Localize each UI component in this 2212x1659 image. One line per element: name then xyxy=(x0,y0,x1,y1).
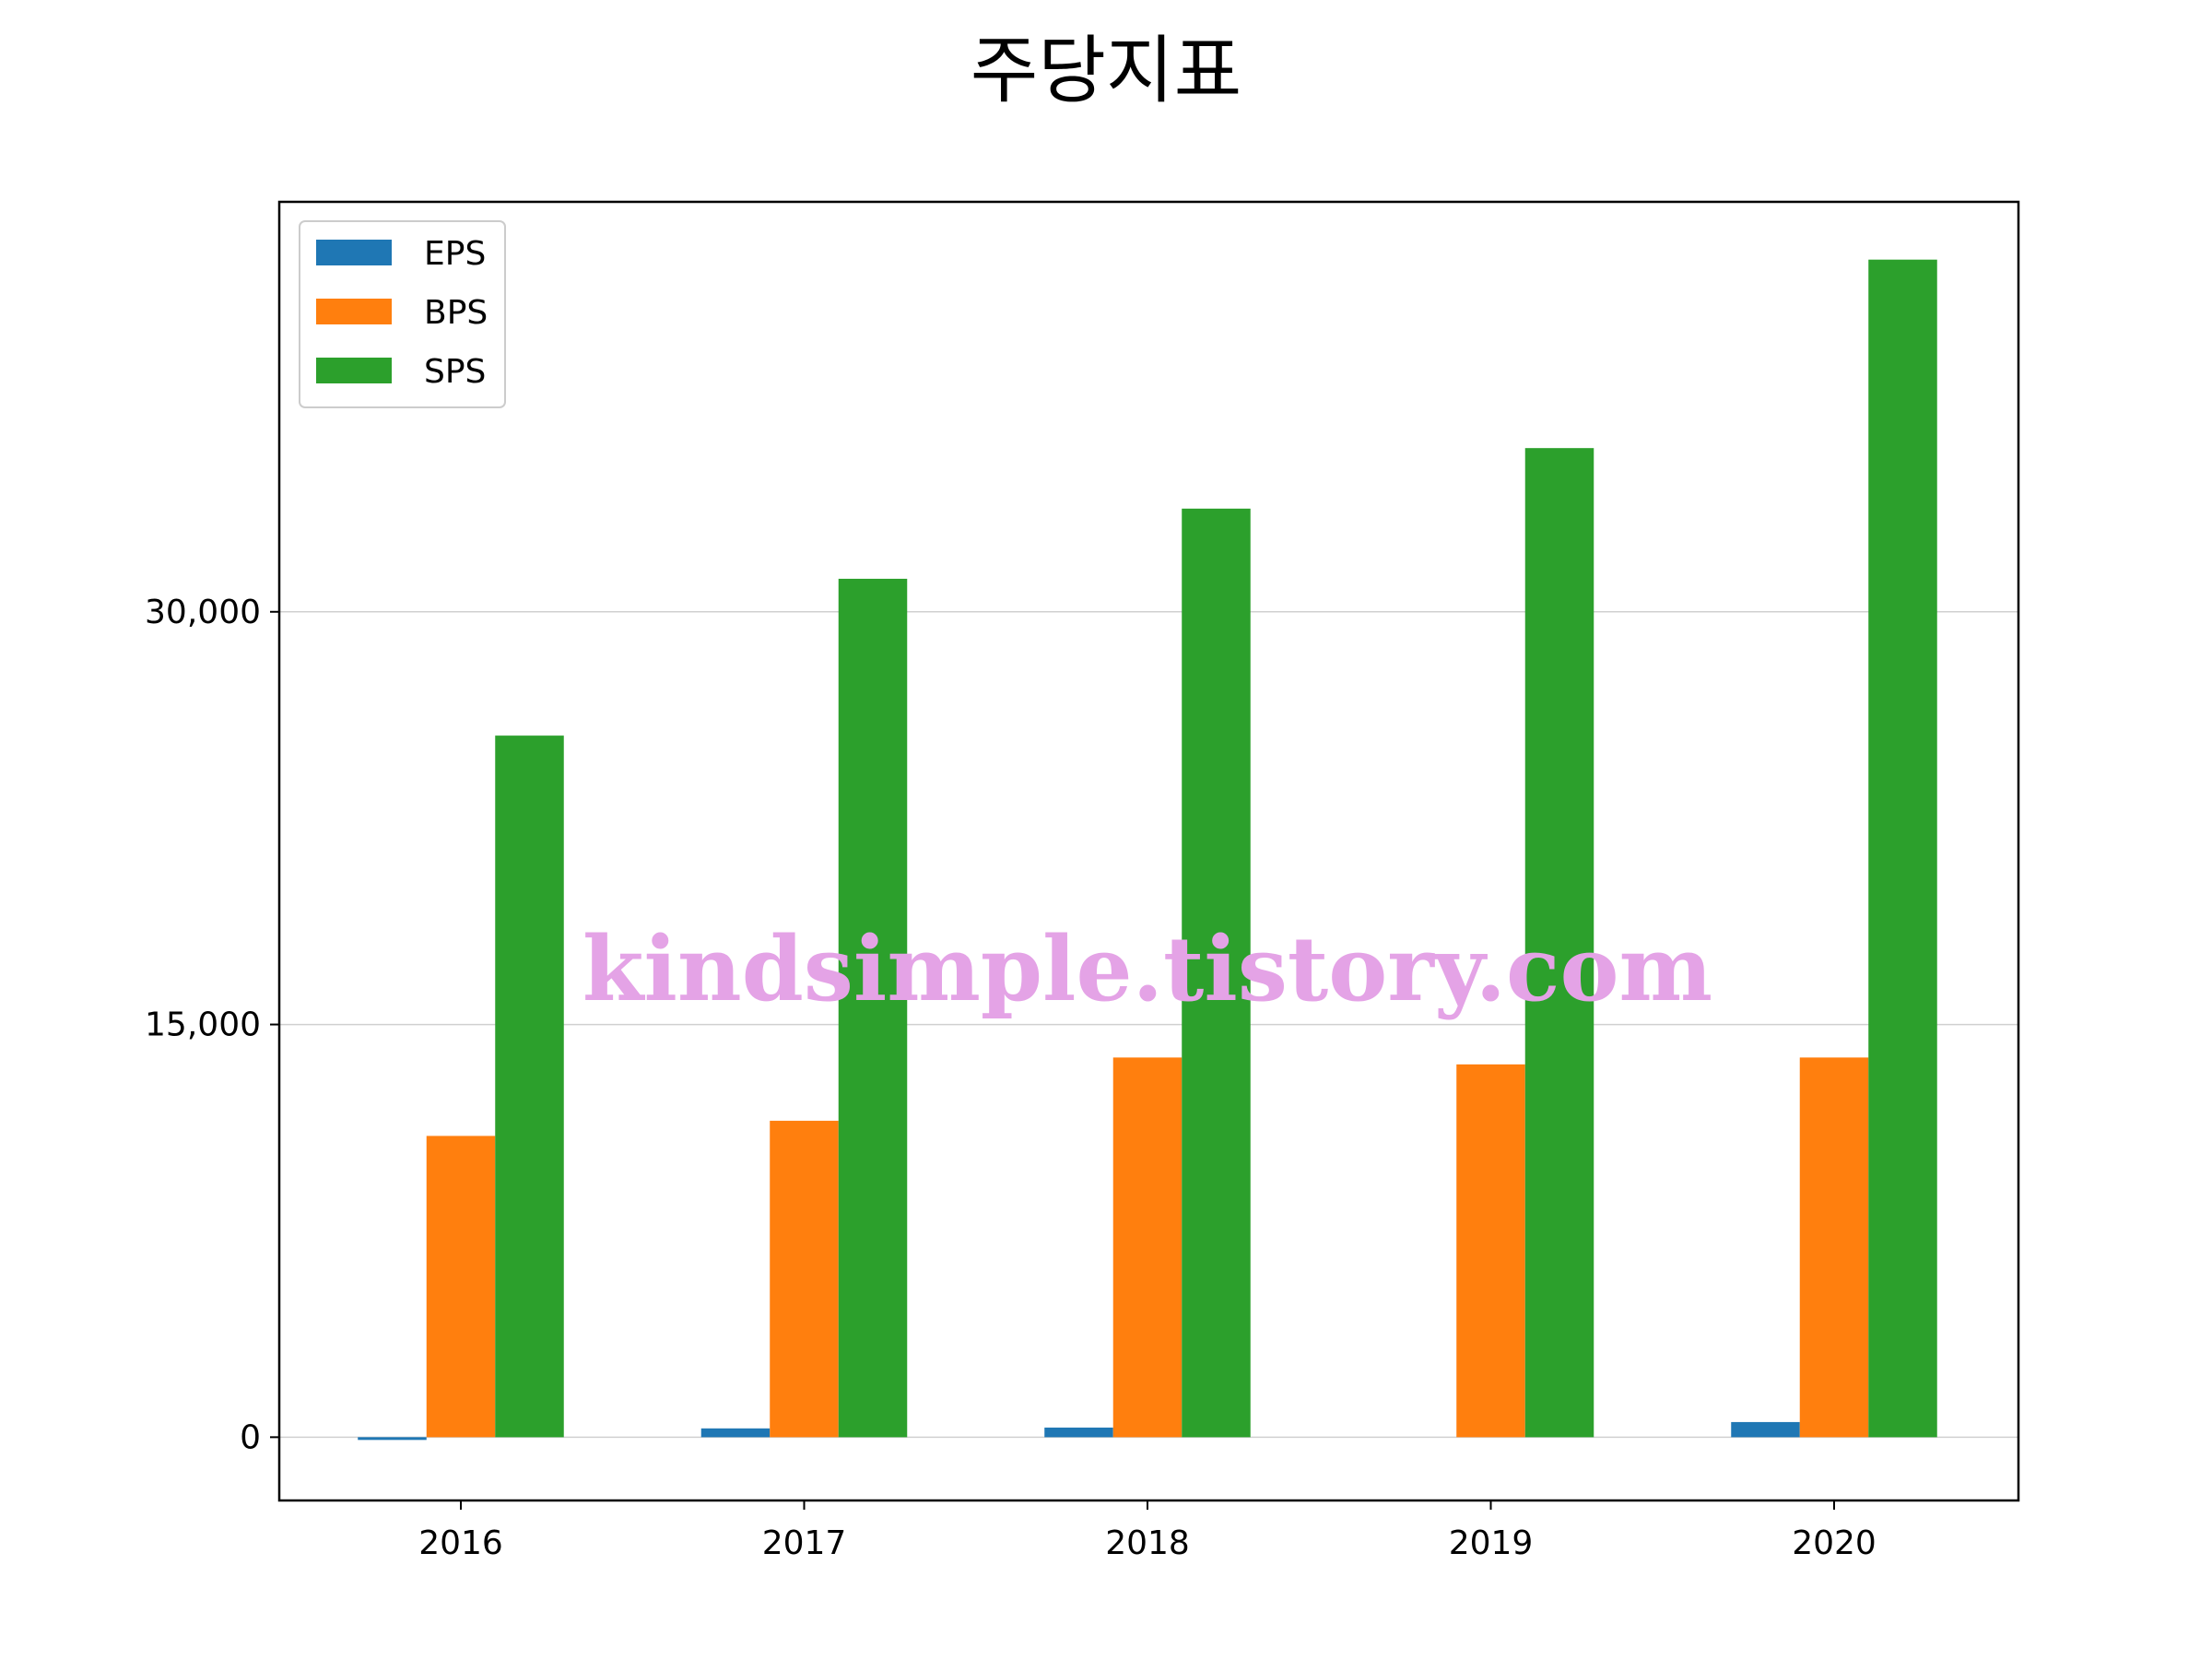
bar-bps-2019 xyxy=(1456,1064,1525,1438)
y-tick-label: 0 xyxy=(240,1418,261,1456)
x-axis: 2016 2017 2018 2019 2020 xyxy=(418,1500,1877,1562)
legend-swatch-sps xyxy=(316,358,392,383)
bar-bps-2016 xyxy=(426,1135,496,1438)
bar-eps-2018 xyxy=(1044,1427,1113,1438)
legend-label-eps: EPS xyxy=(424,235,486,273)
legend-label-bps: BPS xyxy=(424,294,488,332)
bar-eps-2016 xyxy=(358,1437,427,1441)
bar-sps-2017 xyxy=(838,578,908,1438)
bar-sps-2020 xyxy=(1868,259,1937,1438)
bar-bps-2020 xyxy=(1799,1057,1869,1438)
x-tick-label: 2016 xyxy=(418,1524,503,1562)
y-axis: 0 15,000 30,000 xyxy=(145,594,279,1456)
x-tick-label: 2020 xyxy=(1792,1524,1877,1562)
bar-eps-2020 xyxy=(1731,1421,1800,1438)
bar-eps-2017 xyxy=(700,1428,771,1438)
x-tick-label: 2017 xyxy=(762,1524,847,1562)
x-tick-label: 2019 xyxy=(1449,1524,1534,1562)
legend-label-sps: SPS xyxy=(424,353,486,391)
x-tick-label: 2018 xyxy=(1105,1524,1190,1562)
y-tick-label: 30,000 xyxy=(145,594,261,631)
y-tick-label: 15,000 xyxy=(145,1006,261,1044)
bar-sps-2018 xyxy=(1182,508,1251,1438)
watermark: kindsimple.tistory.com xyxy=(582,917,1712,1021)
chart-title: 주당지표 xyxy=(970,28,1242,113)
legend-swatch-eps xyxy=(316,240,392,265)
bar-bps-2018 xyxy=(1112,1057,1182,1438)
bars xyxy=(358,259,1937,1441)
bar-sps-2016 xyxy=(495,735,564,1438)
legend-swatch-bps xyxy=(316,299,392,324)
bar-sps-2019 xyxy=(1524,448,1594,1438)
legend: EPS BPS SPS xyxy=(299,220,506,408)
bar-bps-2017 xyxy=(770,1121,839,1438)
plot-frame xyxy=(277,200,2020,1502)
